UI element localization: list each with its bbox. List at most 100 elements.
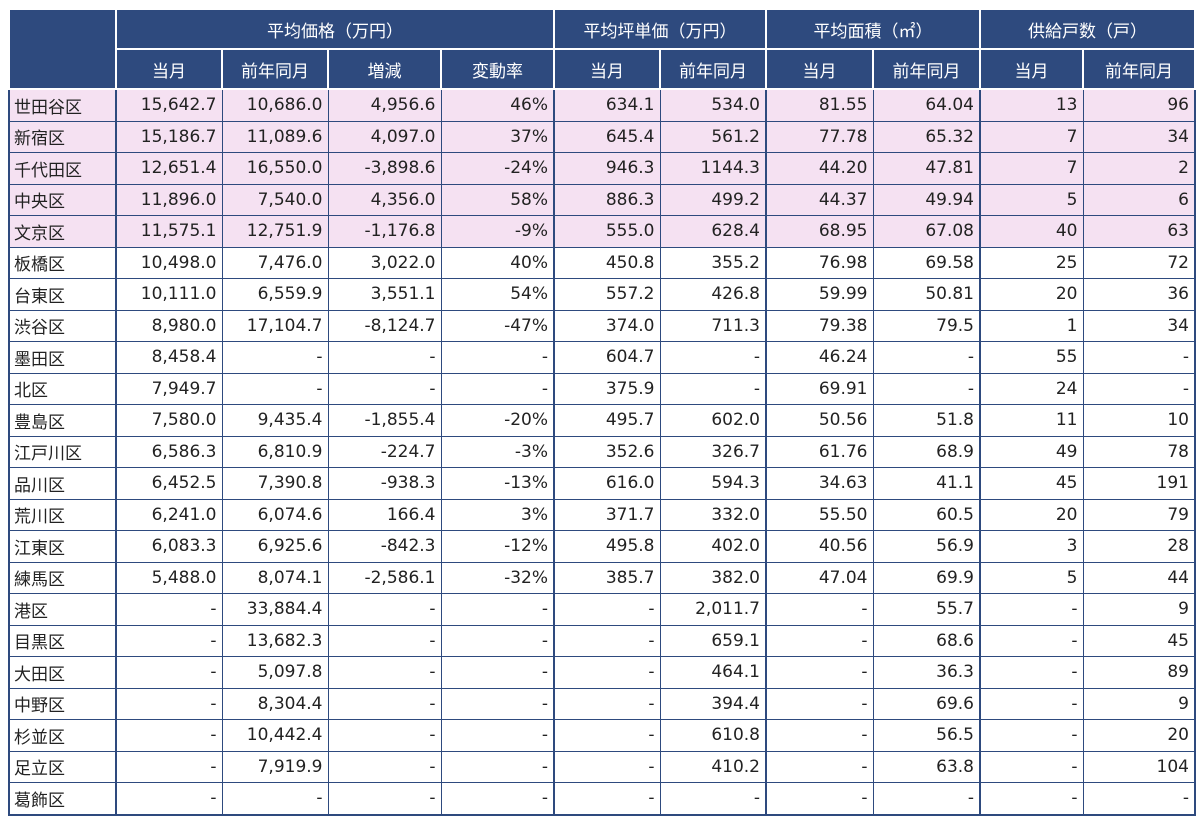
value-cell: 69.91 xyxy=(765,372,874,405)
value-cell: 375.9 xyxy=(553,372,661,405)
table-row: 渋谷区 8,980.0 17,104.7 -8,124.7 -47% 374.0 711.3… xyxy=(8,309,1196,342)
value-cell: 5,097.8 xyxy=(221,656,329,689)
value-cell: - xyxy=(327,593,442,626)
value-cell: 352.6 xyxy=(553,435,661,468)
value-cell: 54% xyxy=(440,278,555,311)
corner-header-cell xyxy=(8,8,117,90)
value-cell: - xyxy=(765,750,874,783)
value-cell: 6,083.3 xyxy=(115,530,223,563)
value-cell: - xyxy=(115,782,223,815)
value-cell: 12,751.9 xyxy=(221,215,329,248)
table-row: 練馬区 5,488.0 8,074.1 -2,586.1 -32% 385.7 382.0 4… xyxy=(8,561,1196,594)
value-cell: 634.1 xyxy=(553,88,661,122)
ward-name-cell: 大田区 xyxy=(8,656,117,689)
ward-name-cell: 港区 xyxy=(8,593,117,626)
ward-name-cell: 新宿区 xyxy=(8,120,117,153)
sub-header-cell: 増減 xyxy=(327,48,442,90)
value-cell: - xyxy=(765,656,874,689)
table-body: 世田谷区 15,642.7 10,686.0 4,956.6 46% 634.1 534.0… xyxy=(8,88,1196,815)
value-cell: 15,642.7 xyxy=(115,88,223,122)
value-cell: 3,022.0 xyxy=(327,246,442,279)
ward-name-cell: 中央区 xyxy=(8,183,117,216)
value-cell: 17,104.7 xyxy=(221,309,329,342)
ward-name-cell: 世田谷区 xyxy=(8,88,117,122)
value-cell: 8,458.4 xyxy=(115,341,223,374)
value-cell: 81.55 xyxy=(765,88,874,122)
value-cell: 76.98 xyxy=(765,246,874,279)
value-cell: 602.0 xyxy=(659,404,767,437)
value-cell: 4,097.0 xyxy=(327,120,442,153)
value-cell: 6,241.0 xyxy=(115,498,223,531)
sub-header-cell: 当月 xyxy=(553,48,661,90)
value-cell: - xyxy=(115,624,223,657)
value-cell: - xyxy=(327,624,442,657)
value-cell: 11,896.0 xyxy=(115,183,223,216)
value-cell: 1144.3 xyxy=(659,152,767,185)
value-cell: - xyxy=(979,719,1084,752)
ward-name-cell: 品川区 xyxy=(8,467,117,500)
value-cell: 6,452.5 xyxy=(115,467,223,500)
ward-name-cell: 目黒区 xyxy=(8,624,117,657)
value-cell: - xyxy=(327,656,442,689)
value-cell: -47% xyxy=(440,309,555,342)
value-cell: 33,884.4 xyxy=(221,593,329,626)
value-cell: - xyxy=(440,372,555,405)
value-cell: 2 xyxy=(1082,152,1196,185)
value-cell: - xyxy=(765,593,874,626)
value-cell: - xyxy=(979,782,1084,815)
value-cell: - xyxy=(553,593,661,626)
value-cell: 191 xyxy=(1082,467,1196,500)
value-cell: 12,651.4 xyxy=(115,152,223,185)
value-cell: 9,435.4 xyxy=(221,404,329,437)
value-cell: 7 xyxy=(979,152,1084,185)
value-cell: 13,682.3 xyxy=(221,624,329,657)
value-cell: 49.94 xyxy=(872,183,981,216)
value-cell: - xyxy=(327,782,442,815)
value-cell: 6,586.3 xyxy=(115,435,223,468)
value-cell: -224.7 xyxy=(327,435,442,468)
value-cell: - xyxy=(659,372,767,405)
value-cell: 51.8 xyxy=(872,404,981,437)
table-row: 中野区 -8,304.4- - -394.4-69.6-9 xyxy=(8,687,1196,720)
value-cell: 63 xyxy=(1082,215,1196,248)
value-cell: 326.7 xyxy=(659,435,767,468)
value-cell: 59.99 xyxy=(765,278,874,311)
value-cell: 394.4 xyxy=(659,687,767,720)
value-cell: 41.1 xyxy=(872,467,981,500)
value-cell: - xyxy=(221,372,329,405)
value-cell: 44.20 xyxy=(765,152,874,185)
table-row: 中央区 11,896.0 7,540.0 4,356.0 58% 886.3 499.2 44… xyxy=(8,183,1196,216)
table-row: 豊島区 7,580.0 9,435.4 -1,855.4 -20% 495.7 602.0 5… xyxy=(8,404,1196,437)
table-row: 荒川区 6,241.0 6,074.6 166.4 3% 371.7 332.0 55.50 6… xyxy=(8,498,1196,531)
table-container: 平均価格（万円） 平均坪単価（万円） 平均面積（㎡） 供給戸数（戸） 当月 前年同… xyxy=(8,8,1196,816)
value-cell: 6,925.6 xyxy=(221,530,329,563)
value-cell: 55 xyxy=(979,341,1084,374)
value-cell: 44 xyxy=(1082,561,1196,594)
value-cell: 711.3 xyxy=(659,309,767,342)
value-cell: 659.1 xyxy=(659,624,767,657)
value-cell: - xyxy=(115,687,223,720)
value-cell: - xyxy=(553,624,661,657)
value-cell: 166.4 xyxy=(327,498,442,531)
value-cell: - xyxy=(765,624,874,657)
value-cell: 495.7 xyxy=(553,404,661,437)
value-cell: 385.7 xyxy=(553,561,661,594)
table-row: 足立区 -7,919.9- - -410.2-63.8-104 xyxy=(8,750,1196,783)
value-cell: 6 xyxy=(1082,183,1196,216)
sub-header-cell: 前年同月 xyxy=(221,48,329,90)
value-cell: 89 xyxy=(1082,656,1196,689)
sub-header-cell: 前年同月 xyxy=(1082,48,1196,90)
value-cell: - xyxy=(765,687,874,720)
value-cell: - xyxy=(979,750,1084,783)
value-cell: 464.1 xyxy=(659,656,767,689)
group-header-avg-area: 平均面積（㎡） xyxy=(765,8,981,50)
value-cell: 645.4 xyxy=(553,120,661,153)
value-cell: - xyxy=(553,656,661,689)
ward-name-cell: 北区 xyxy=(8,372,117,405)
value-cell: 5,488.0 xyxy=(115,561,223,594)
value-cell: 49 xyxy=(979,435,1084,468)
value-cell: 5 xyxy=(979,183,1084,216)
value-cell: 616.0 xyxy=(553,467,661,500)
value-cell: 34 xyxy=(1082,120,1196,153)
value-cell: 69.9 xyxy=(872,561,981,594)
